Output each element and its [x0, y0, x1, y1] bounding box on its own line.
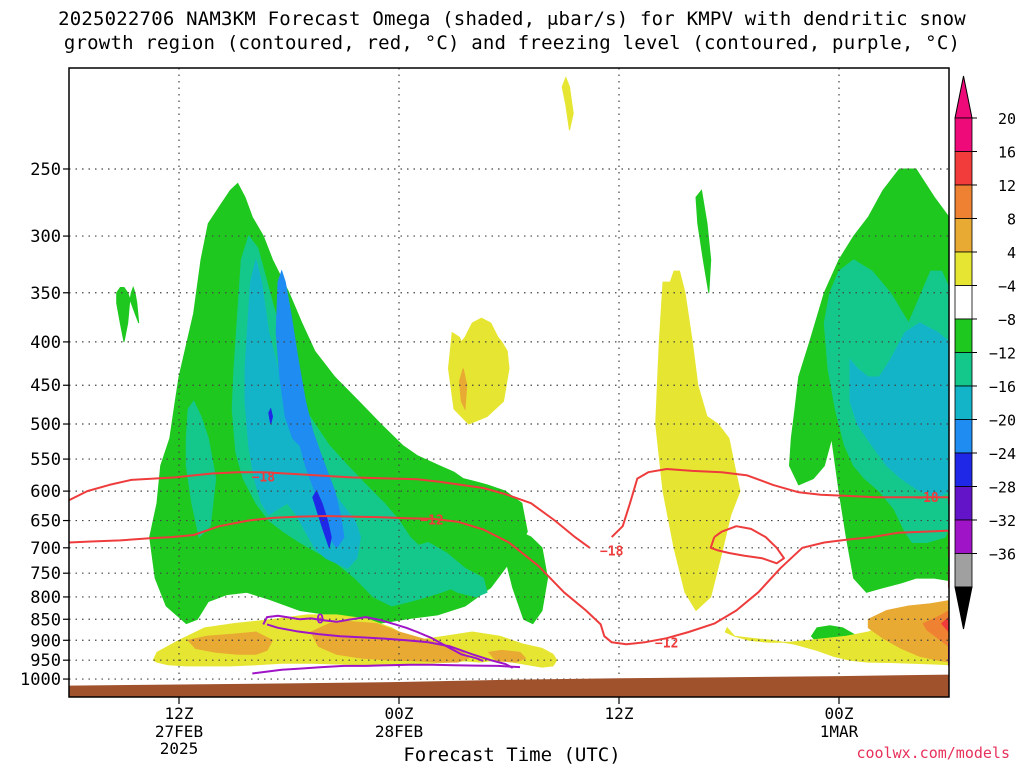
contour-label-6: 0 — [316, 612, 324, 627]
colorbar-bottom-arrow — [954, 586, 973, 630]
colorbar-label-11: −28 — [989, 479, 1016, 497]
colorbar-segment-8 — [954, 385, 973, 420]
colorbar-label-4: 4 — [1007, 244, 1016, 262]
omega-region-pos8-14 — [458, 368, 468, 411]
axes: 2503003504004505005506006507007508008509… — [20, 67, 950, 758]
y-tick-label-700: 700 — [30, 539, 61, 559]
colorbar-label-3: 8 — [1007, 211, 1016, 229]
x-tick-label-12: 12Z — [165, 704, 194, 723]
colorbar-label-10: −24 — [989, 445, 1016, 463]
colorbar-label-5: −4 — [998, 278, 1016, 296]
colorbar-segment-4 — [954, 251, 973, 286]
colorbar-label-13: −36 — [989, 546, 1016, 564]
colorbar-label-0: 20 — [998, 110, 1016, 128]
y-tick-label-650: 650 — [30, 512, 61, 532]
colorbar-label-6: −8 — [998, 311, 1016, 329]
x-tick-sublabel-12-0: 27FEB — [155, 722, 203, 741]
omega-region-pos8-12 — [310, 620, 470, 663]
y-tick-label-900: 900 — [30, 631, 61, 651]
colorbar-segment-9 — [954, 419, 973, 454]
omega-region-pos12-16 — [922, 605, 949, 657]
omega-region-pos8-15 — [867, 596, 949, 664]
omega-region-pos4-7 — [447, 317, 510, 425]
colorbar-top-arrow — [954, 75, 973, 119]
y-tick-label-800: 800 — [30, 588, 61, 608]
colorbar-label-7: −12 — [989, 345, 1016, 363]
omega-region-neg4-2 — [501, 531, 549, 625]
contour-line-3 — [709, 525, 785, 565]
omega-region-pos16-17 — [940, 614, 949, 652]
y-tick-label-750: 750 — [30, 564, 61, 584]
omega-region-pos4-9 — [655, 270, 741, 612]
colorbar-segment-11 — [954, 486, 973, 521]
y-tick-label-950: 950 — [30, 651, 61, 671]
contour-line-2 — [610, 468, 949, 538]
contour-line-0 — [69, 471, 591, 549]
contour-label-4: −18 — [915, 491, 939, 506]
y-tick-label-550: 550 — [30, 450, 61, 470]
colorbar-segment-13 — [954, 553, 973, 588]
colorbar: 20 16 12 8 4 −4 −8 −12 −16 −20 −24 −28 −32 −36 — [954, 75, 1016, 630]
x-tick-sublabel-48-0: 1MAR — [820, 722, 859, 741]
colorbar-segment-2 — [954, 184, 973, 219]
colorbar-segment-7 — [954, 352, 973, 387]
contour-label-2: −18 — [600, 544, 624, 559]
omega-region-pos8-11 — [187, 631, 274, 655]
chart-title-line-1: 2025022706 NAM3KM Forecast Omega (shaded… — [58, 8, 966, 30]
contour-label-0: −18 — [252, 471, 276, 486]
colorbar-label-9: −20 — [989, 412, 1016, 430]
x-tick-sublabel-12-1: 2025 — [160, 739, 199, 758]
y-tick-label-500: 500 — [30, 415, 61, 435]
colorbar-segment-6 — [954, 318, 973, 353]
omega-region-neg12-24 — [849, 322, 949, 521]
colorbar-segment-12 — [954, 519, 973, 554]
contour-label-1: −12 — [420, 513, 443, 528]
y-tick-label-850: 850 — [30, 610, 61, 630]
x-tick-sublabel-24-0: 28FEB — [375, 722, 423, 741]
colorbar-label-1: 16 — [998, 144, 1016, 162]
y-tick-label-300: 300 — [30, 227, 61, 247]
omega-region-neg16-25 — [275, 269, 345, 549]
x-tick-label-48: 00Z — [825, 704, 854, 723]
x-tick-label-24: 00Z — [385, 704, 414, 723]
colorbar-segment-5 — [954, 285, 973, 320]
chart-title-line-2: growth region (contoured, red, °C) and f… — [63, 32, 961, 54]
x-axis-label: Forecast Time (UTC) — [403, 744, 621, 766]
y-tick-label-1000: 1000 — [20, 670, 61, 690]
y-tick-label-400: 400 — [30, 333, 61, 353]
plot-frame — [68, 67, 950, 698]
credit-link[interactable]: coolwx.com/models — [856, 744, 1010, 762]
colorbar-label-8: −16 — [989, 378, 1016, 396]
x-tick-label-36: 12Z — [605, 704, 634, 723]
y-tick-label-600: 600 — [30, 482, 61, 502]
omega-region-neg8-19 — [185, 400, 217, 539]
ground-terrain — [69, 672, 949, 697]
colorbar-segment-0 — [954, 117, 973, 152]
contour-label-3: −12 — [655, 636, 678, 651]
contour-line-1 — [69, 515, 949, 646]
contour-line-7 — [252, 663, 521, 675]
colorbar-segment-3 — [954, 218, 973, 253]
colorbar-segment-1 — [954, 151, 973, 186]
colorbar-label-12: −32 — [989, 512, 1016, 530]
omega-region-neg4-0 — [116, 285, 140, 342]
y-tick-label-250: 250 — [30, 160, 61, 180]
omega-region-neg4-3 — [695, 189, 712, 293]
omega-region-neg20-28 — [312, 490, 332, 548]
plot-area: −18−12−18−12−18−120 — [69, 68, 949, 697]
y-tick-label-450: 450 — [30, 376, 61, 396]
omega-region-neg20-30 — [268, 407, 274, 425]
omega-region-neg8-21 — [409, 541, 488, 598]
plot-content: −18−12−18−12−18−120 — [69, 68, 949, 697]
omega-region-pos4-10 — [724, 592, 949, 666]
omega-region-pos4-8 — [561, 76, 574, 131]
y-tick-label-350: 350 — [30, 284, 61, 304]
contour-line-6 — [266, 623, 514, 669]
colorbar-segment-10 — [954, 452, 973, 487]
colorbar-label-2: 12 — [998, 177, 1016, 195]
